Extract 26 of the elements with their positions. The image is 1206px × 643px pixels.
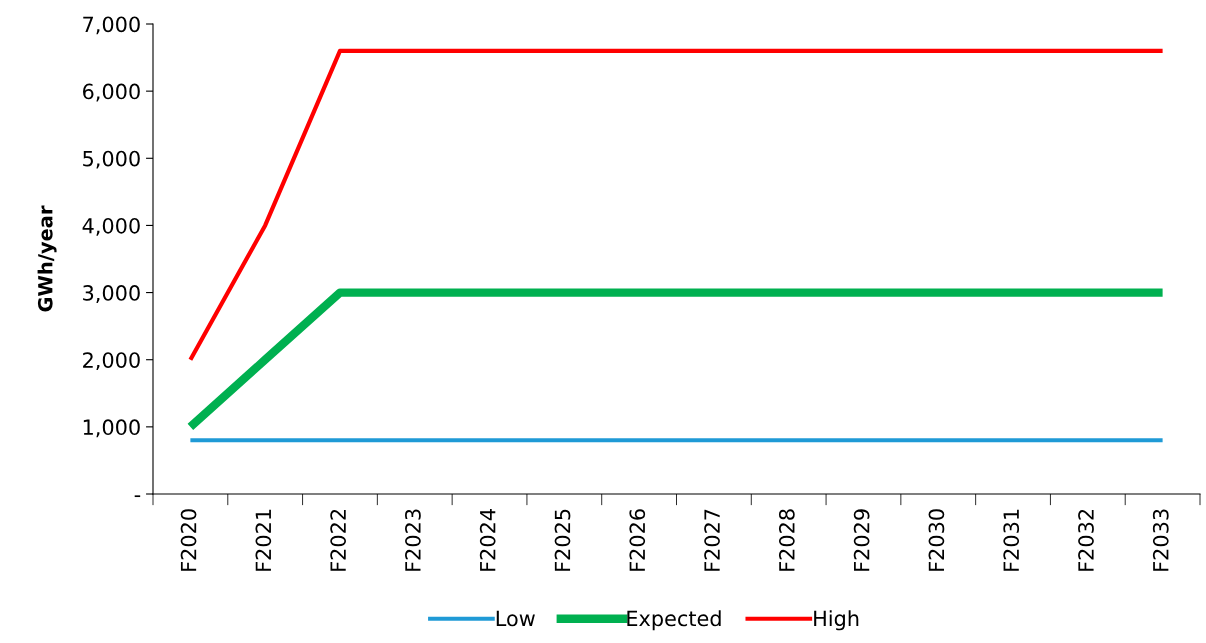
x-tick-label: F2031 — [1003, 509, 1020, 571]
x-tick-label: F2023 — [405, 509, 421, 571]
x-tick-label: F2028 — [778, 509, 795, 571]
y-tick-label: 5,000 — [83, 150, 140, 169]
x-tick-label: F2026 — [629, 509, 646, 571]
legend-label: High — [814, 610, 859, 631]
x-tick-label: F2033 — [1152, 509, 1169, 571]
y-tick-label: 6,000 — [83, 83, 140, 102]
y-tick-label: - — [134, 495, 141, 498]
y-tick-label: 1,000 — [83, 419, 140, 438]
x-tick-label: F2021 — [255, 509, 272, 571]
x-tick-label: F2020 — [180, 509, 197, 571]
legend-label: Expected — [627, 610, 721, 631]
y-tick-label: 4,000 — [82, 217, 140, 236]
y-tick-label: 2,000 — [83, 352, 140, 371]
y-axis-title: GWh/year — [37, 205, 57, 312]
x-tick-label: F2030 — [928, 509, 945, 571]
legend-label: Low — [496, 610, 535, 627]
y-tick-label: 7,000 — [83, 16, 140, 35]
x-tick-label: F2027 — [704, 509, 720, 571]
x-tick-label: F2029 — [853, 509, 870, 571]
y-tick-label: 3,000 — [83, 285, 140, 303]
x-tick-label: F2022 — [330, 509, 347, 571]
x-tick-label: F2024 — [479, 509, 496, 571]
x-tick-label: F2025 — [554, 509, 571, 571]
x-tick-label: F2032 — [1078, 509, 1094, 571]
